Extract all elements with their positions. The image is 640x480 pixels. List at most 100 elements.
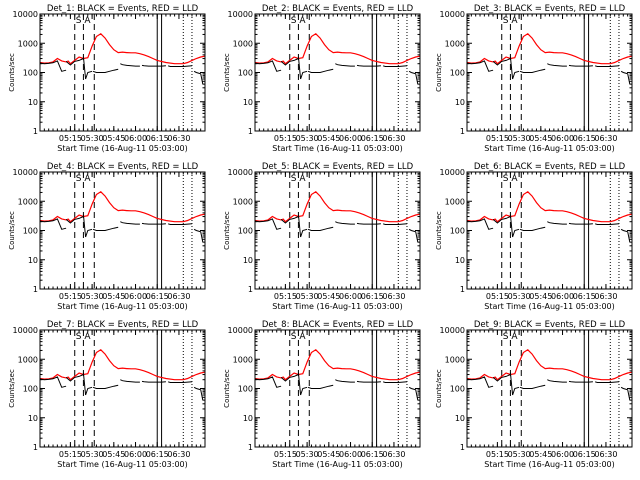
plot-frame — [39, 13, 206, 132]
series-events-black-segment — [594, 65, 620, 67]
x-tick-label: 05:45 — [102, 450, 125, 459]
series-events-black-segment — [335, 379, 355, 383]
y-tick-label: 100 — [450, 69, 465, 78]
y-tick-label: 10000 — [440, 326, 465, 335]
panel-title: Det_7: BLACK = Events, RED = LLD — [47, 320, 199, 330]
series-events-black-segment — [492, 58, 511, 66]
annotation-a: A — [511, 332, 518, 342]
x-tick-label: 05:15 — [274, 450, 297, 459]
y-axis-label: Counts/sec — [435, 369, 443, 408]
series-events-black-segment — [547, 379, 567, 383]
x-tick-label: 06:00 — [551, 134, 574, 143]
annotation-s: S — [291, 16, 297, 26]
y-axis-label: Counts/sec — [8, 211, 16, 250]
x-axis-label: Start Time (16-Aug-11 05:03:00) — [272, 302, 403, 311]
series-events-black-segment — [92, 226, 119, 231]
y-tick-label: 1000 — [233, 39, 253, 48]
series-lld-red — [467, 33, 632, 65]
x-tick-label: 06:30 — [167, 292, 190, 301]
series-events-black-segment — [620, 228, 631, 243]
x-axis-label: Start Time (16-Aug-11 05:03:00) — [484, 144, 615, 153]
x-tick-label: 05:15 — [486, 450, 509, 459]
x-tick-label: 06:15 — [573, 134, 596, 143]
y-tick-label: 10 — [28, 256, 38, 265]
y-tick-label: 1 — [248, 127, 253, 136]
x-tick-label: 06:30 — [382, 134, 405, 143]
series-events-black-segment — [167, 65, 193, 67]
series-events-black-segment — [509, 56, 520, 80]
x-tick-label: 05:30 — [296, 292, 319, 301]
series-events-black-segment — [280, 374, 299, 382]
y-tick-label: 1000 — [445, 197, 465, 206]
series-events-black-segment — [467, 218, 494, 230]
y-tick-label: 100 — [450, 227, 465, 236]
series-events-black-segment — [467, 60, 494, 72]
x-tick-label: 05:45 — [529, 134, 552, 143]
x-tick-label: 06:00 — [339, 134, 362, 143]
series-events-black-segment — [408, 228, 419, 243]
x-tick-label: 05:15 — [274, 292, 297, 301]
series-events-black-segment — [120, 379, 140, 383]
x-tick-label: 06:15 — [361, 450, 384, 459]
series-events-black-segment — [82, 372, 93, 396]
panel-title: Det_4: BLACK = Events, RED = LLD — [47, 162, 199, 172]
annotation-s: S — [503, 174, 509, 184]
y-tick-label: 100 — [238, 227, 253, 236]
x-tick-label: 05:30 — [296, 134, 319, 143]
x-tick-label: 06:30 — [382, 450, 405, 459]
x-tick-label: 05:45 — [529, 292, 552, 301]
series-events-black-segment — [519, 226, 546, 231]
series-events-black-segment — [65, 216, 84, 224]
series-events-black-segment — [255, 218, 282, 230]
panel-title: Det_2: BLACK = Events, RED = LLD — [262, 4, 414, 14]
x-tick-label: 06:30 — [594, 292, 617, 301]
y-tick-label: 10 — [243, 98, 253, 107]
y-tick-label: 1 — [460, 285, 465, 294]
series-events-black-segment — [620, 386, 631, 401]
series-events-black-segment — [307, 68, 334, 73]
annotation-s: S — [291, 174, 297, 184]
series-events-black-segment — [594, 381, 620, 383]
y-tick-label: 100 — [238, 69, 253, 78]
series-events-black-segment — [492, 374, 511, 382]
y-tick-label: 10000 — [13, 10, 38, 19]
panel-title: Det_5: BLACK = Events, RED = LLD — [262, 162, 414, 172]
y-tick-label: 1000 — [445, 39, 465, 48]
series-events-black-segment — [255, 60, 282, 72]
annotation-a: A — [299, 332, 306, 342]
x-tick-label: 06:00 — [551, 292, 574, 301]
x-tick-label: 06:00 — [124, 134, 147, 143]
x-tick-label: 06:15 — [146, 292, 169, 301]
x-tick-label: 05:15 — [486, 134, 509, 143]
panel-title: Det_3: BLACK = Events, RED = LLD — [474, 4, 626, 14]
plot-frame — [466, 13, 633, 132]
series-events-black-segment — [509, 372, 520, 396]
x-tick-label: 05:45 — [317, 134, 340, 143]
x-tick-label: 05:30 — [81, 292, 104, 301]
y-tick-label: 10 — [243, 414, 253, 423]
series-events-black-segment — [382, 223, 408, 225]
x-tick-label: 06:00 — [339, 292, 362, 301]
series-events-black-segment — [492, 216, 511, 224]
series-lld-red — [255, 349, 420, 381]
x-tick-label: 05:30 — [81, 450, 104, 459]
series-events-black-segment — [547, 63, 567, 67]
series-events-black-segment — [92, 68, 119, 73]
series-events-black-segment — [40, 218, 67, 230]
y-axis-label: Counts/sec — [223, 53, 231, 92]
y-tick-label: 1 — [33, 285, 38, 294]
y-tick-label: 1 — [248, 443, 253, 452]
plot-frame — [254, 171, 421, 290]
series-events-black-segment — [167, 223, 193, 225]
annotation-a: A — [84, 16, 91, 26]
y-tick-label: 10 — [455, 256, 465, 265]
annotation-a: A — [84, 174, 91, 184]
series-events-black-segment — [356, 64, 381, 67]
series-events-black-segment — [255, 376, 282, 388]
y-tick-label: 1 — [33, 443, 38, 452]
x-tick-label: 05:45 — [317, 450, 340, 459]
annotation-s: S — [76, 174, 82, 184]
series-lld-red — [40, 33, 205, 65]
series-events-black-segment — [120, 63, 140, 67]
